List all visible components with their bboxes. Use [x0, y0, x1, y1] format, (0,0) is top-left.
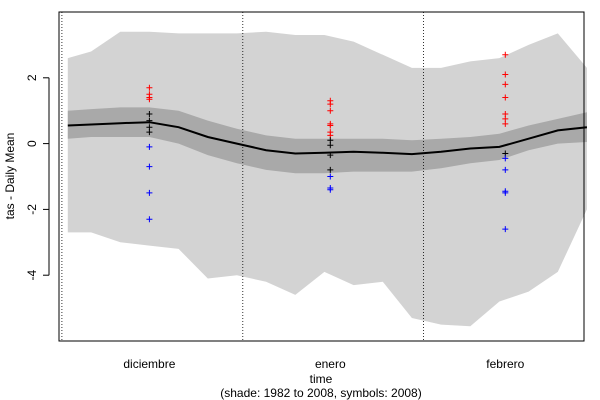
symbol-point-2-3	[502, 94, 509, 101]
symbol-point-0-10	[146, 189, 153, 196]
symbol-point-0-4	[146, 111, 153, 117]
symbol-point-0-9	[146, 163, 153, 170]
y-tick-label-3: 2	[25, 74, 39, 81]
symbol-point-0-5	[146, 117, 153, 124]
symbol-point-0-11	[146, 216, 153, 223]
symbol-point-2-11	[502, 189, 509, 196]
symbol-point-0-7	[146, 129, 153, 136]
symbol-point-0-0	[146, 84, 153, 91]
symbol-point-1-4	[327, 122, 334, 129]
symbol-point-2-12	[502, 226, 509, 233]
symbol-point-1-13	[327, 186, 334, 193]
y-tick-label-2: 0	[25, 140, 39, 147]
symbol-point-2-0	[502, 51, 509, 58]
y-tick-label-0: -4	[25, 270, 39, 281]
symbol-point-2-8	[502, 155, 509, 162]
symbol-point-0-8	[146, 143, 153, 150]
symbol-point-1-9	[327, 152, 334, 159]
range-band-outer	[67, 31, 587, 327]
symbol-point-2-9	[502, 166, 509, 173]
symbol-point-1-1	[327, 101, 334, 108]
chart-subtitle: (shade: 1982 to 2008, symbols: 2008)	[220, 386, 421, 400]
symbol-point-2-2	[502, 81, 509, 88]
symbol-point-2-1	[502, 71, 509, 78]
x-tick-label-2: febrero	[486, 357, 524, 371]
symbol-point-1-11	[327, 173, 334, 180]
symbol-point-1-10	[327, 166, 334, 173]
plot-frame	[58, 11, 585, 342]
x-tick-label-1: enero	[315, 357, 346, 371]
x-tick-label-0: diciembre	[123, 357, 175, 371]
symbol-point-1-8	[327, 142, 334, 149]
symbol-point-2-6	[502, 120, 509, 127]
y-axis-label: tas - Daily Mean	[3, 133, 17, 220]
symbol-point-1-2	[327, 107, 334, 114]
plot-area: -4 -2 0 2 diciembre enero febrero	[25, 11, 588, 371]
x-axis-label: time	[310, 372, 333, 386]
symbol-point-0-3	[146, 96, 153, 103]
y-tick-label-1: -2	[25, 204, 39, 215]
